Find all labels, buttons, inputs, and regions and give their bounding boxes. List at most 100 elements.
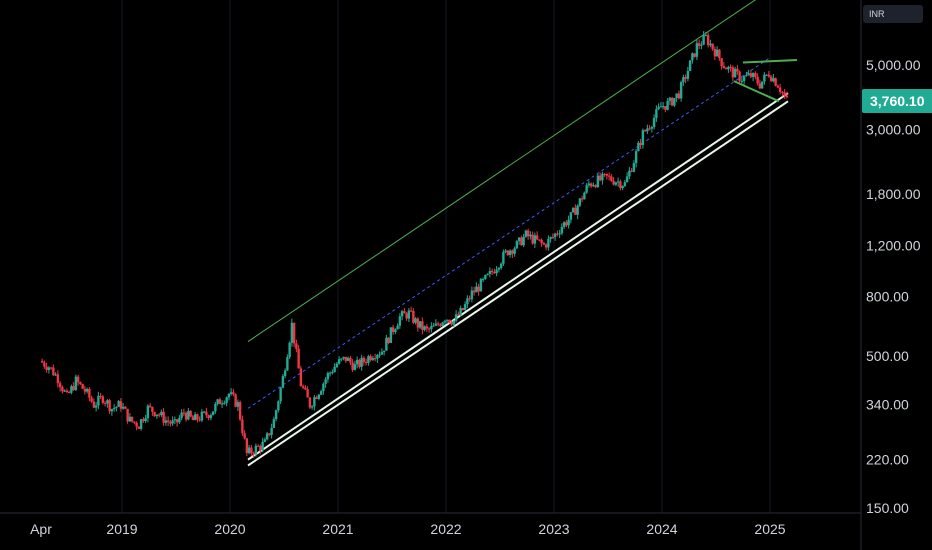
candle-body [740,81,744,83]
candle-body [567,219,570,226]
candle-body [171,420,174,424]
candle-body [538,239,541,241]
candle-body [484,274,487,279]
candle-body [299,368,303,387]
candle-body [639,142,642,146]
candle-body [45,366,48,370]
candle-body [313,397,316,407]
candle-body [670,97,674,106]
trendline-wedge-top [742,59,798,64]
candle-body [97,395,100,406]
candle-body [614,182,618,185]
y-tick-label: 800.00 [866,289,909,305]
candle-body [610,176,613,181]
candle-body [380,352,384,355]
candle-body [477,286,480,292]
candle-body [459,308,462,316]
candle-body [121,406,125,409]
candle-body [353,364,357,371]
candle-body [398,316,402,326]
candle-body [151,406,154,412]
candle-body [130,416,134,422]
candle-body [427,328,431,330]
time-axis[interactable]: Apr 2019 2020 2021 2022 2023 2024 2025 [30,521,786,537]
candle-body [767,74,771,77]
candle-body [407,310,411,319]
candle-body [135,422,138,427]
candle-body [418,321,422,328]
candle-body [193,414,197,421]
candle-body [360,357,363,367]
candle-body [295,343,298,349]
candle-body [90,397,93,402]
candle-body [378,354,381,356]
candle-body [416,318,420,328]
trendline-channel-lower [247,100,789,467]
candle-body [83,388,87,392]
candle-body [700,44,703,46]
candle-body [103,402,107,404]
candle-body [160,411,163,416]
candle-body [493,271,496,274]
candle-body [605,173,609,176]
candle-body [634,151,638,164]
candle-body [578,198,582,206]
price-axis[interactable]: 5,000.00 3,000.00 1,800.00 1,200.00 800.00 50… [866,57,921,516]
candle-body [205,411,208,416]
candle-body [540,239,543,244]
candle-body [434,323,438,326]
candle-body [232,392,235,395]
candle-body [724,67,728,70]
candle-body [324,379,327,384]
candle-body [52,367,55,376]
candle-body [346,357,350,361]
candle-body [155,414,159,417]
candle-body [268,433,271,435]
candle-body [517,237,521,242]
candle-body [277,401,280,411]
candle-body [745,75,748,77]
candle-body [367,356,370,363]
candle-body [511,250,514,254]
candle-body [180,412,183,418]
candle-body [668,97,672,101]
y-tick-label: 220.00 [866,452,909,468]
candle-body [598,175,602,181]
candle-body [594,185,597,188]
candle-body [79,382,82,385]
candle-body [641,130,645,146]
candle-body [112,407,116,410]
candle-body [211,411,215,416]
candle-body [619,181,622,189]
candle-body [457,314,460,316]
candle-body [400,311,404,317]
candle-body [756,76,759,84]
candle-body [54,374,57,376]
candle-body [371,358,375,361]
candle-body [409,310,413,312]
x-tick-label: 2020 [214,521,245,537]
candle-body [479,279,483,292]
candle-body [785,95,789,98]
candle-body [765,74,768,76]
candle-body [495,269,498,274]
candle-body [470,290,474,300]
candle-body [454,314,458,321]
candle-body [643,130,647,132]
y-tick-label: 340.00 [866,397,909,413]
y-tick-label: 1,800.00 [866,186,921,202]
currency-button[interactable]: INR [863,5,923,23]
candle-body [596,175,600,188]
candle-body [301,386,305,388]
candle-body [558,233,561,235]
candle-body [686,70,690,79]
candle-body [281,376,285,388]
candle-body [61,387,64,392]
candle-body [187,410,190,420]
y-tick-label: 500.00 [866,348,909,364]
candle-body [758,83,762,89]
candle-body [565,222,568,226]
candle-body [115,406,118,408]
